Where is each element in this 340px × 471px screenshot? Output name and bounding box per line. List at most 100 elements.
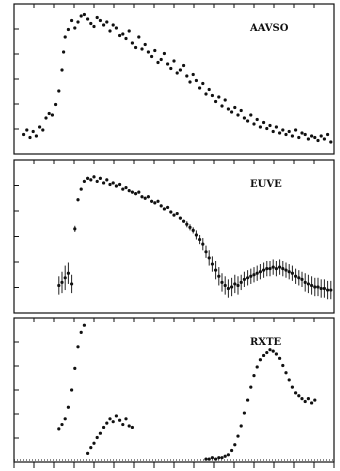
euve-data-point (146, 195, 150, 199)
rxte-data-point (265, 350, 269, 355)
rxte-panel-title: RXTE (250, 337, 282, 348)
rxte-data-point (246, 398, 250, 402)
rxte-data-point (226, 453, 230, 457)
euve-data-point (79, 187, 83, 191)
rxte-data-point (121, 422, 125, 427)
aavso-data-point (278, 131, 282, 135)
rxte-data-point (242, 411, 246, 415)
aavso-data-point (47, 111, 51, 116)
aavso-data-point (194, 78, 198, 83)
rxte-data-point (76, 345, 80, 349)
aavso-data-point (214, 99, 218, 104)
euve-data-point (249, 274, 253, 278)
euve-data-point (98, 176, 102, 180)
rxte-data-point (236, 434, 240, 438)
euve-data-point (214, 268, 218, 272)
rxte-data-point (102, 425, 106, 430)
euve-data-point (313, 285, 317, 289)
aavso-data-point (204, 92, 208, 96)
rxte-data-point (220, 456, 224, 460)
aavso-data-point (182, 63, 186, 68)
rxte-data-point (70, 388, 74, 392)
euve-data-point (252, 273, 256, 277)
aavso-data-point (230, 110, 234, 114)
aavso-data-point (143, 42, 147, 47)
aavso-data-point (162, 51, 166, 56)
rxte-data-point (274, 352, 278, 356)
euve-data-point (92, 175, 96, 179)
aavso-data-point (207, 87, 211, 92)
aavso-data-point (178, 68, 182, 72)
rxte-data-point (98, 431, 102, 435)
aavso-data-point (82, 12, 86, 17)
rxte-data-point (233, 443, 237, 447)
aavso-data-point (223, 98, 227, 102)
aavso-data-point (62, 50, 66, 54)
euve-data-point (210, 262, 214, 266)
aavso-data-point (239, 108, 243, 113)
euve-data-point (242, 277, 246, 281)
aavso-data-point (63, 35, 67, 39)
aavso-data-point (89, 21, 93, 26)
euve-data-point (217, 274, 221, 278)
rxte-data-point (217, 456, 221, 460)
aavso-data-point (121, 32, 125, 36)
aavso-data-point (242, 116, 246, 120)
aavso-data-point (98, 18, 102, 23)
aavso-data-point (86, 17, 90, 21)
euve-data-point (207, 256, 211, 260)
euve-data-point (294, 274, 298, 278)
euve-data-point (262, 268, 266, 272)
rxte-data-point (223, 454, 227, 458)
euve-data-point (166, 205, 170, 210)
rxte-data-point (127, 424, 131, 428)
aavso-data-point (60, 68, 64, 72)
aavso-data-point (255, 117, 259, 122)
aavso-data-point (140, 47, 144, 51)
aavso-data-point (118, 33, 122, 38)
aavso-data-point (166, 62, 170, 66)
rxte-data-point (255, 365, 259, 369)
aavso-data-point (130, 41, 134, 45)
euve-panel-title: EUVE (250, 179, 282, 190)
euve-data-point (73, 227, 77, 231)
euve-data-point (198, 237, 202, 242)
euve-data-point (153, 201, 157, 205)
aavso-data-point (57, 89, 61, 93)
aavso-data-point (134, 45, 138, 50)
aavso-data-point (198, 86, 202, 90)
aavso-data-point (175, 71, 179, 75)
euve-data-point (236, 283, 240, 288)
aavso-data-point (50, 113, 55, 117)
aavso-data-point (252, 122, 256, 126)
euve-data-point (201, 242, 205, 246)
aavso-data-point (265, 126, 269, 131)
rxte-data-point (105, 421, 109, 425)
aavso-data-point (114, 26, 118, 30)
aavso-data-point (290, 134, 294, 138)
euve-data-point (82, 179, 86, 184)
aavso-data-point (258, 125, 262, 129)
euve-data-point (118, 182, 122, 187)
euve-data-point (70, 282, 74, 286)
aavso-data-point (124, 36, 128, 41)
aavso-data-point (274, 125, 278, 129)
aavso-data-point (105, 20, 109, 24)
euve-data-point (57, 283, 61, 288)
rxte-data-point (306, 397, 310, 401)
euve-data-point (223, 283, 227, 288)
rxte-data-point (290, 385, 294, 389)
aavso-data-point (108, 29, 112, 33)
euve-data-point (178, 216, 182, 220)
euve-data-point (204, 250, 208, 254)
rxte-data-point (60, 422, 64, 427)
euve-data-point (175, 211, 179, 216)
aavso-data-point (329, 140, 333, 144)
aavso-data-point (271, 129, 275, 134)
rxte-data-point (249, 385, 253, 389)
aavso-data-point (217, 95, 221, 99)
rxte-data-point (214, 457, 218, 461)
aavso-data-point (226, 107, 230, 111)
aavso-data-point (172, 59, 176, 63)
rxte-data-point (281, 363, 285, 368)
